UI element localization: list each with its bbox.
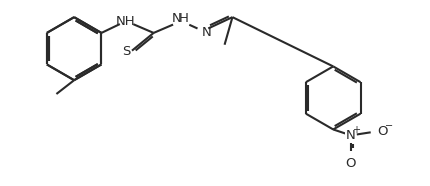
Text: −: − xyxy=(385,121,393,132)
Text: H: H xyxy=(178,12,188,25)
Text: S: S xyxy=(122,45,130,58)
Text: +: + xyxy=(352,125,360,135)
Text: O: O xyxy=(377,125,388,138)
Text: NH: NH xyxy=(116,15,136,28)
Text: N: N xyxy=(202,26,212,39)
Text: N: N xyxy=(172,12,181,25)
Text: N: N xyxy=(346,129,356,142)
Text: O: O xyxy=(346,157,356,170)
